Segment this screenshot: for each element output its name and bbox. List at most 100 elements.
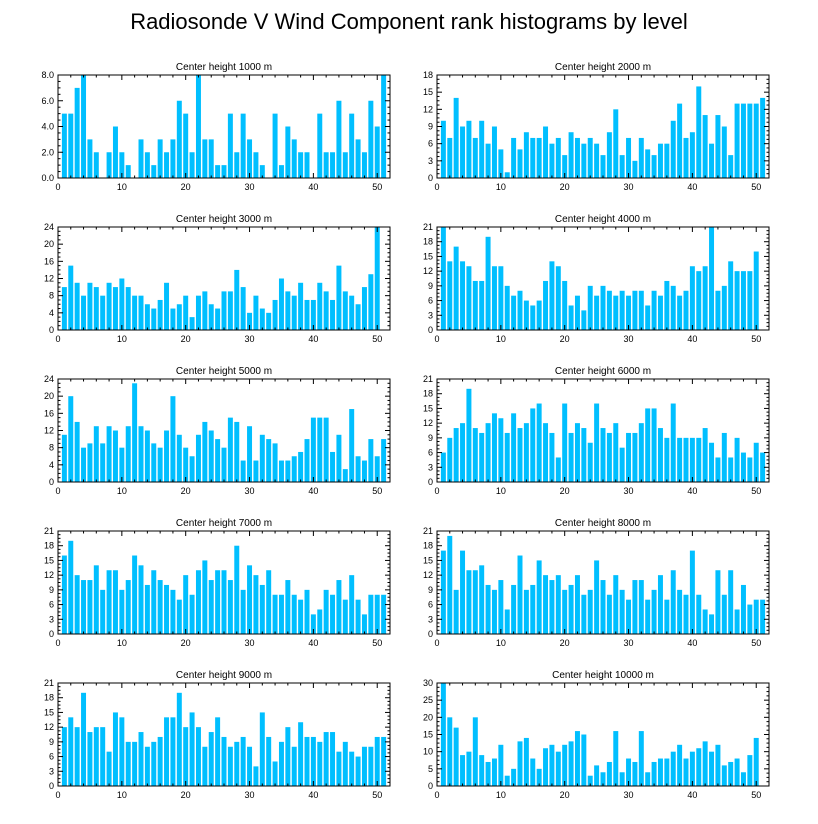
histogram-bar: [689, 132, 695, 178]
histogram-bar: [247, 426, 253, 482]
histogram-bar: [164, 152, 170, 178]
histogram-bar: [613, 109, 619, 178]
histogram-bar: [581, 143, 587, 178]
histogram-bar: [112, 430, 118, 482]
histogram-bar: [479, 565, 485, 634]
y-tick-label: 21: [44, 526, 54, 536]
histogram-bar: [549, 432, 555, 482]
x-tick-label: 20: [560, 638, 570, 648]
x-tick-label: 40: [687, 334, 697, 344]
histogram-bar: [734, 103, 740, 178]
histogram-bar: [368, 439, 374, 482]
histogram-bar: [304, 299, 310, 330]
histogram-bar: [683, 594, 689, 634]
histogram-bar: [176, 100, 182, 178]
histogram-bar: [498, 266, 504, 330]
histogram-bar: [728, 261, 734, 330]
histogram-bar: [523, 300, 529, 330]
histogram-bar: [683, 290, 689, 330]
histogram-bar: [291, 295, 297, 330]
histogram-bar: [747, 457, 753, 482]
histogram-bar: [594, 765, 600, 786]
histogram-bar: [361, 746, 367, 786]
histogram-bar: [517, 428, 523, 482]
histogram-bar: [715, 570, 721, 634]
histogram-bar: [747, 103, 753, 178]
histogram-bar: [272, 443, 278, 483]
histogram-bar: [651, 408, 657, 482]
histogram-bar: [266, 736, 272, 786]
histogram-bar: [562, 744, 568, 786]
histogram-bar: [298, 282, 304, 330]
histogram-bar: [511, 768, 517, 786]
histogram-bar: [144, 430, 150, 482]
y-tick-label: 15: [423, 251, 433, 261]
histogram-bar: [374, 594, 380, 634]
y-tick-label: 15: [423, 730, 433, 740]
x-tick-label: 30: [245, 486, 255, 496]
histogram-bar: [323, 417, 329, 483]
histogram-bar: [87, 732, 93, 786]
histogram-bar: [93, 152, 99, 178]
histogram-bar: [721, 126, 727, 178]
histogram-bar: [447, 261, 453, 330]
histogram-bar: [381, 75, 387, 178]
histogram-bar: [125, 287, 131, 330]
histogram-bar: [702, 428, 708, 482]
x-tick-label: 10: [117, 790, 127, 800]
histogram-bar: [702, 741, 708, 786]
x-tick-label: 30: [624, 334, 634, 344]
histogram-bar: [125, 426, 131, 482]
histogram-bar: [581, 594, 587, 634]
histogram-panel-6: Center height 6000 m 0 10 20 30 40 50 0 3 6 9 12 15 1…: [423, 366, 770, 496]
histogram-bar: [208, 304, 214, 330]
histogram-bar: [87, 443, 93, 483]
histogram-bar: [189, 594, 195, 634]
y-tick-label: 3: [428, 614, 433, 624]
histogram-bar: [240, 113, 246, 179]
x-tick-label: 10: [117, 334, 127, 344]
histogram-bar: [342, 599, 348, 634]
x-tick-label: 0: [434, 486, 439, 496]
x-tick-label: 20: [560, 334, 570, 344]
histogram-bar: [349, 751, 355, 786]
histogram-bar: [760, 97, 766, 178]
histogram-bar: [632, 761, 638, 786]
histogram-bar: [240, 460, 246, 482]
histogram-bar: [68, 717, 74, 786]
panel-title: Center height 5000 m: [176, 366, 272, 377]
histogram-bar: [511, 413, 517, 482]
histogram-bar: [440, 120, 446, 178]
y-tick-label: 8.0: [41, 70, 54, 80]
page-title: Radiosonde V Wind Component rank histogr…: [130, 9, 688, 34]
histogram-bar: [447, 535, 453, 634]
y-tick-label: 0: [49, 781, 54, 791]
x-tick-label: 0: [55, 790, 60, 800]
y-tick-label: 9: [428, 122, 433, 132]
y-tick-label: 20: [423, 712, 433, 722]
histogram-bar: [234, 269, 240, 330]
x-tick-label: 40: [687, 790, 697, 800]
histogram-bar: [285, 580, 291, 634]
histogram-bar: [543, 575, 549, 634]
histogram-bar: [61, 434, 67, 482]
histogram-bar: [709, 442, 715, 482]
histogram-bar: [68, 396, 74, 482]
histogram-bar: [689, 550, 695, 634]
histogram-bar: [272, 594, 278, 634]
x-tick-label: 50: [751, 334, 761, 344]
histogram-bar: [645, 305, 651, 330]
histogram-bar: [613, 423, 619, 482]
histogram-bar: [594, 295, 600, 330]
histogram-bar: [106, 570, 112, 634]
histogram-bar: [760, 599, 766, 634]
histogram-bar: [266, 439, 272, 482]
histogram-bar: [536, 560, 542, 634]
histogram-bar: [253, 295, 259, 330]
histogram-bar: [606, 594, 612, 634]
y-tick-label: 0: [49, 325, 54, 335]
x-tick-label: 50: [372, 182, 382, 192]
histogram-bar: [536, 300, 542, 330]
histogram-bar: [664, 437, 670, 482]
histogram-bar: [304, 736, 310, 786]
